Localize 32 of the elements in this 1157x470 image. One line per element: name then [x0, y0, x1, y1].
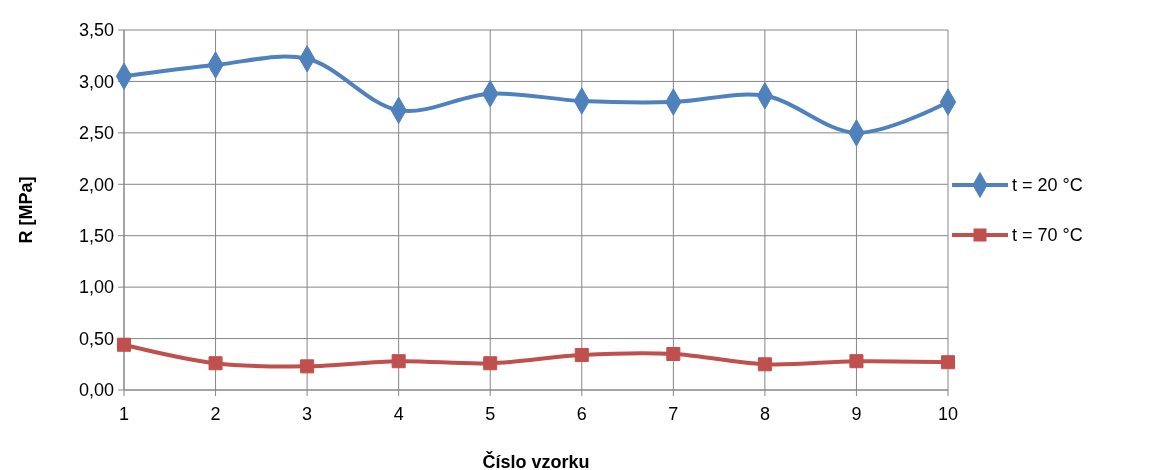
point — [940, 355, 956, 370]
point — [757, 357, 772, 372]
y-tick-label: 0,50 — [78, 328, 114, 349]
y-tick-label: 3,50 — [78, 20, 114, 41]
x-tick-label: 5 — [485, 404, 496, 424]
y-tick-label: 0,00 — [78, 380, 114, 401]
y-axis-title: R [MPa] — [16, 176, 36, 244]
point — [208, 356, 223, 371]
x-tick-label: 10 — [937, 404, 959, 424]
x-tick-label: 6 — [576, 404, 587, 424]
legend-label: t = 70 °C — [1012, 225, 1083, 246]
x-tick-label: 7 — [668, 404, 679, 424]
y-tick-label: 2,00 — [78, 174, 114, 195]
point — [116, 337, 132, 352]
x-tick-label: 1 — [118, 404, 130, 424]
y-tick-label: 2,50 — [78, 123, 114, 144]
x-tick-label: 8 — [759, 404, 770, 424]
y-tick-label: 3,00 — [78, 71, 114, 92]
y-tick-label: 1,00 — [78, 277, 114, 298]
x-tick-label: 4 — [393, 404, 404, 424]
point — [391, 354, 406, 369]
point — [483, 356, 498, 371]
point — [666, 346, 681, 362]
x-tick-label: 3 — [302, 404, 313, 424]
point — [849, 354, 864, 369]
y-tick-label: 1,50 — [78, 226, 114, 247]
legend-label: t = 20 °C — [1012, 175, 1083, 196]
x-tick-label: 9 — [851, 404, 862, 424]
point — [574, 348, 589, 363]
point — [300, 359, 315, 374]
x-axis-title: Číslo vzorku — [482, 451, 590, 470]
x-tick-label: 2 — [210, 404, 221, 424]
